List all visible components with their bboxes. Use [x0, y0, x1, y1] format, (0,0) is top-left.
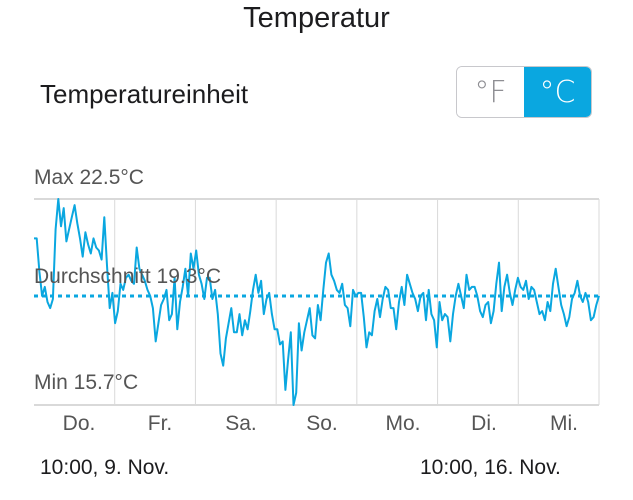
chart-min-label: Min 15.7°C	[34, 371, 139, 394]
x-tick-label: Sa.	[225, 412, 257, 435]
fahrenheit-option[interactable]: °F	[457, 67, 524, 117]
chart-average-label: Durchschnitt 19.3°C	[34, 265, 221, 288]
range-start-label: 10:00, 9. Nov.	[40, 456, 170, 479]
range-end-label: 10:00, 16. Nov.	[420, 456, 561, 479]
x-tick-label: Mo.	[385, 412, 421, 435]
x-tick-label: Do.	[62, 412, 96, 435]
series-line	[34, 198, 600, 406]
page-title: Temperatur	[243, 2, 390, 34]
chart-max-label: Max 22.5°C	[34, 166, 144, 189]
temperature-unit-segmented-control: °F °C	[456, 66, 592, 118]
celsius-option[interactable]: °C	[524, 67, 591, 117]
x-tick-label: Di.	[471, 412, 497, 435]
x-tick-label: Mi.	[550, 412, 578, 435]
temperature-unit-label: Temperatureinheit	[40, 79, 249, 109]
x-tick-label: Fr.	[147, 412, 173, 435]
x-tick-label: So.	[306, 412, 338, 435]
